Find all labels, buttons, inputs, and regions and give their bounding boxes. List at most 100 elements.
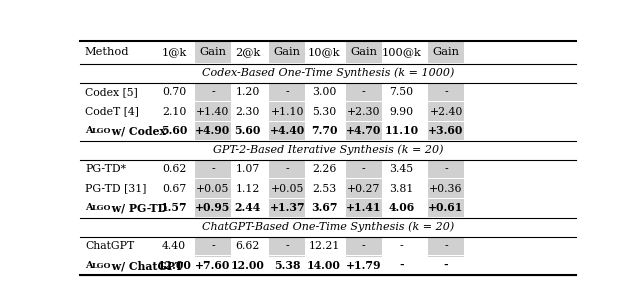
Text: +1.10: +1.10: [271, 107, 304, 116]
Bar: [195, 199, 231, 217]
Text: -: -: [362, 241, 365, 251]
Text: Gain: Gain: [200, 47, 227, 58]
Text: +0.36: +0.36: [429, 184, 463, 194]
Text: -: -: [362, 164, 365, 174]
Text: 100@k: 100@k: [381, 47, 421, 58]
Bar: [346, 42, 381, 63]
Text: 3.45: 3.45: [389, 164, 413, 174]
Text: +1.41: +1.41: [346, 202, 381, 213]
Bar: [195, 256, 231, 275]
Bar: [428, 83, 464, 101]
Text: Codex [5]: Codex [5]: [85, 87, 138, 97]
Bar: [428, 179, 464, 198]
Text: 2.53: 2.53: [312, 184, 336, 194]
Text: +0.05: +0.05: [271, 184, 304, 194]
Text: -: -: [211, 164, 215, 174]
Text: 10@k: 10@k: [308, 47, 340, 58]
Text: +2.40: +2.40: [429, 107, 463, 116]
Text: 5.60: 5.60: [234, 125, 261, 136]
Bar: [346, 83, 381, 101]
Text: 5.60: 5.60: [161, 125, 188, 136]
Text: +4.90: +4.90: [195, 125, 230, 136]
Text: -: -: [285, 87, 289, 97]
Bar: [428, 256, 464, 275]
Text: 1.57: 1.57: [161, 202, 188, 213]
Text: 3.67: 3.67: [311, 202, 337, 213]
Text: 1@k: 1@k: [162, 47, 187, 58]
Text: w/ PG-TD: w/ PG-TD: [108, 202, 168, 213]
Bar: [428, 160, 464, 178]
Text: -: -: [399, 260, 404, 271]
Text: CodeT [4]: CodeT [4]: [85, 107, 139, 116]
Text: ChatGPT-Based One-Time Synthesis (k = 20): ChatGPT-Based One-Time Synthesis (k = 20…: [202, 222, 454, 232]
Text: LGO: LGO: [92, 204, 111, 212]
Text: 1.12: 1.12: [236, 184, 260, 194]
Text: -: -: [211, 241, 215, 251]
Text: 3.81: 3.81: [389, 184, 413, 194]
Text: A: A: [85, 203, 93, 212]
Text: 12.00: 12.00: [230, 260, 264, 271]
Text: -: -: [362, 87, 365, 97]
Text: 0.67: 0.67: [162, 184, 186, 194]
Text: +3.60: +3.60: [428, 125, 464, 136]
Text: +0.27: +0.27: [347, 184, 380, 194]
Bar: [428, 42, 464, 63]
Text: w/ ChatGPT: w/ ChatGPT: [108, 260, 184, 271]
Text: 7.50: 7.50: [389, 87, 413, 97]
Text: 4.06: 4.06: [388, 202, 415, 213]
Text: +7.60: +7.60: [195, 260, 230, 271]
Text: Gain: Gain: [350, 47, 377, 58]
Text: 9.90: 9.90: [389, 107, 413, 116]
Text: 3.00: 3.00: [312, 87, 336, 97]
Text: PG-TD [31]: PG-TD [31]: [85, 184, 147, 194]
Bar: [195, 122, 231, 140]
Text: Codex-Based One-Time Synthesis (k = 1000): Codex-Based One-Time Synthesis (k = 1000…: [202, 68, 454, 78]
Bar: [269, 160, 305, 178]
Text: 11.10: 11.10: [385, 125, 419, 136]
Text: +2.30: +2.30: [347, 107, 380, 116]
Text: 1.07: 1.07: [236, 164, 260, 174]
Text: -: -: [444, 241, 448, 251]
Text: Gain: Gain: [433, 47, 460, 58]
Text: -: -: [285, 164, 289, 174]
Bar: [346, 160, 381, 178]
Text: 12.21: 12.21: [308, 241, 340, 251]
Bar: [346, 256, 381, 275]
Text: +0.61: +0.61: [428, 202, 464, 213]
Bar: [195, 42, 231, 63]
Text: 12.00: 12.00: [157, 260, 191, 271]
Bar: [195, 237, 231, 255]
Text: +4.70: +4.70: [346, 125, 381, 136]
Text: +4.40: +4.40: [269, 125, 305, 136]
Bar: [269, 256, 305, 275]
Text: +0.05: +0.05: [196, 184, 230, 194]
Text: +1.37: +1.37: [269, 202, 305, 213]
Text: +0.95: +0.95: [195, 202, 230, 213]
Text: -: -: [444, 260, 449, 271]
Bar: [428, 102, 464, 121]
Bar: [195, 83, 231, 101]
Bar: [346, 179, 381, 198]
Bar: [428, 122, 464, 140]
Text: -: -: [444, 164, 448, 174]
Bar: [428, 199, 464, 217]
Text: PG-TD*: PG-TD*: [85, 164, 126, 174]
Text: 14.00: 14.00: [307, 260, 341, 271]
Text: Gain: Gain: [274, 47, 301, 58]
Text: 0.70: 0.70: [162, 87, 186, 97]
Text: 1.20: 1.20: [236, 87, 260, 97]
Bar: [346, 122, 381, 140]
Bar: [269, 42, 305, 63]
Text: -: -: [211, 87, 215, 97]
Text: 2.30: 2.30: [236, 107, 260, 116]
Text: 2.44: 2.44: [234, 202, 260, 213]
Text: -: -: [399, 241, 403, 251]
Text: w/ Codex: w/ Codex: [108, 125, 166, 136]
Text: 0.62: 0.62: [162, 164, 186, 174]
Text: LGO: LGO: [92, 127, 111, 135]
Bar: [346, 102, 381, 121]
Bar: [269, 179, 305, 198]
Text: 5.38: 5.38: [274, 260, 301, 271]
Text: 7.70: 7.70: [311, 125, 337, 136]
Text: +1.40: +1.40: [196, 107, 230, 116]
